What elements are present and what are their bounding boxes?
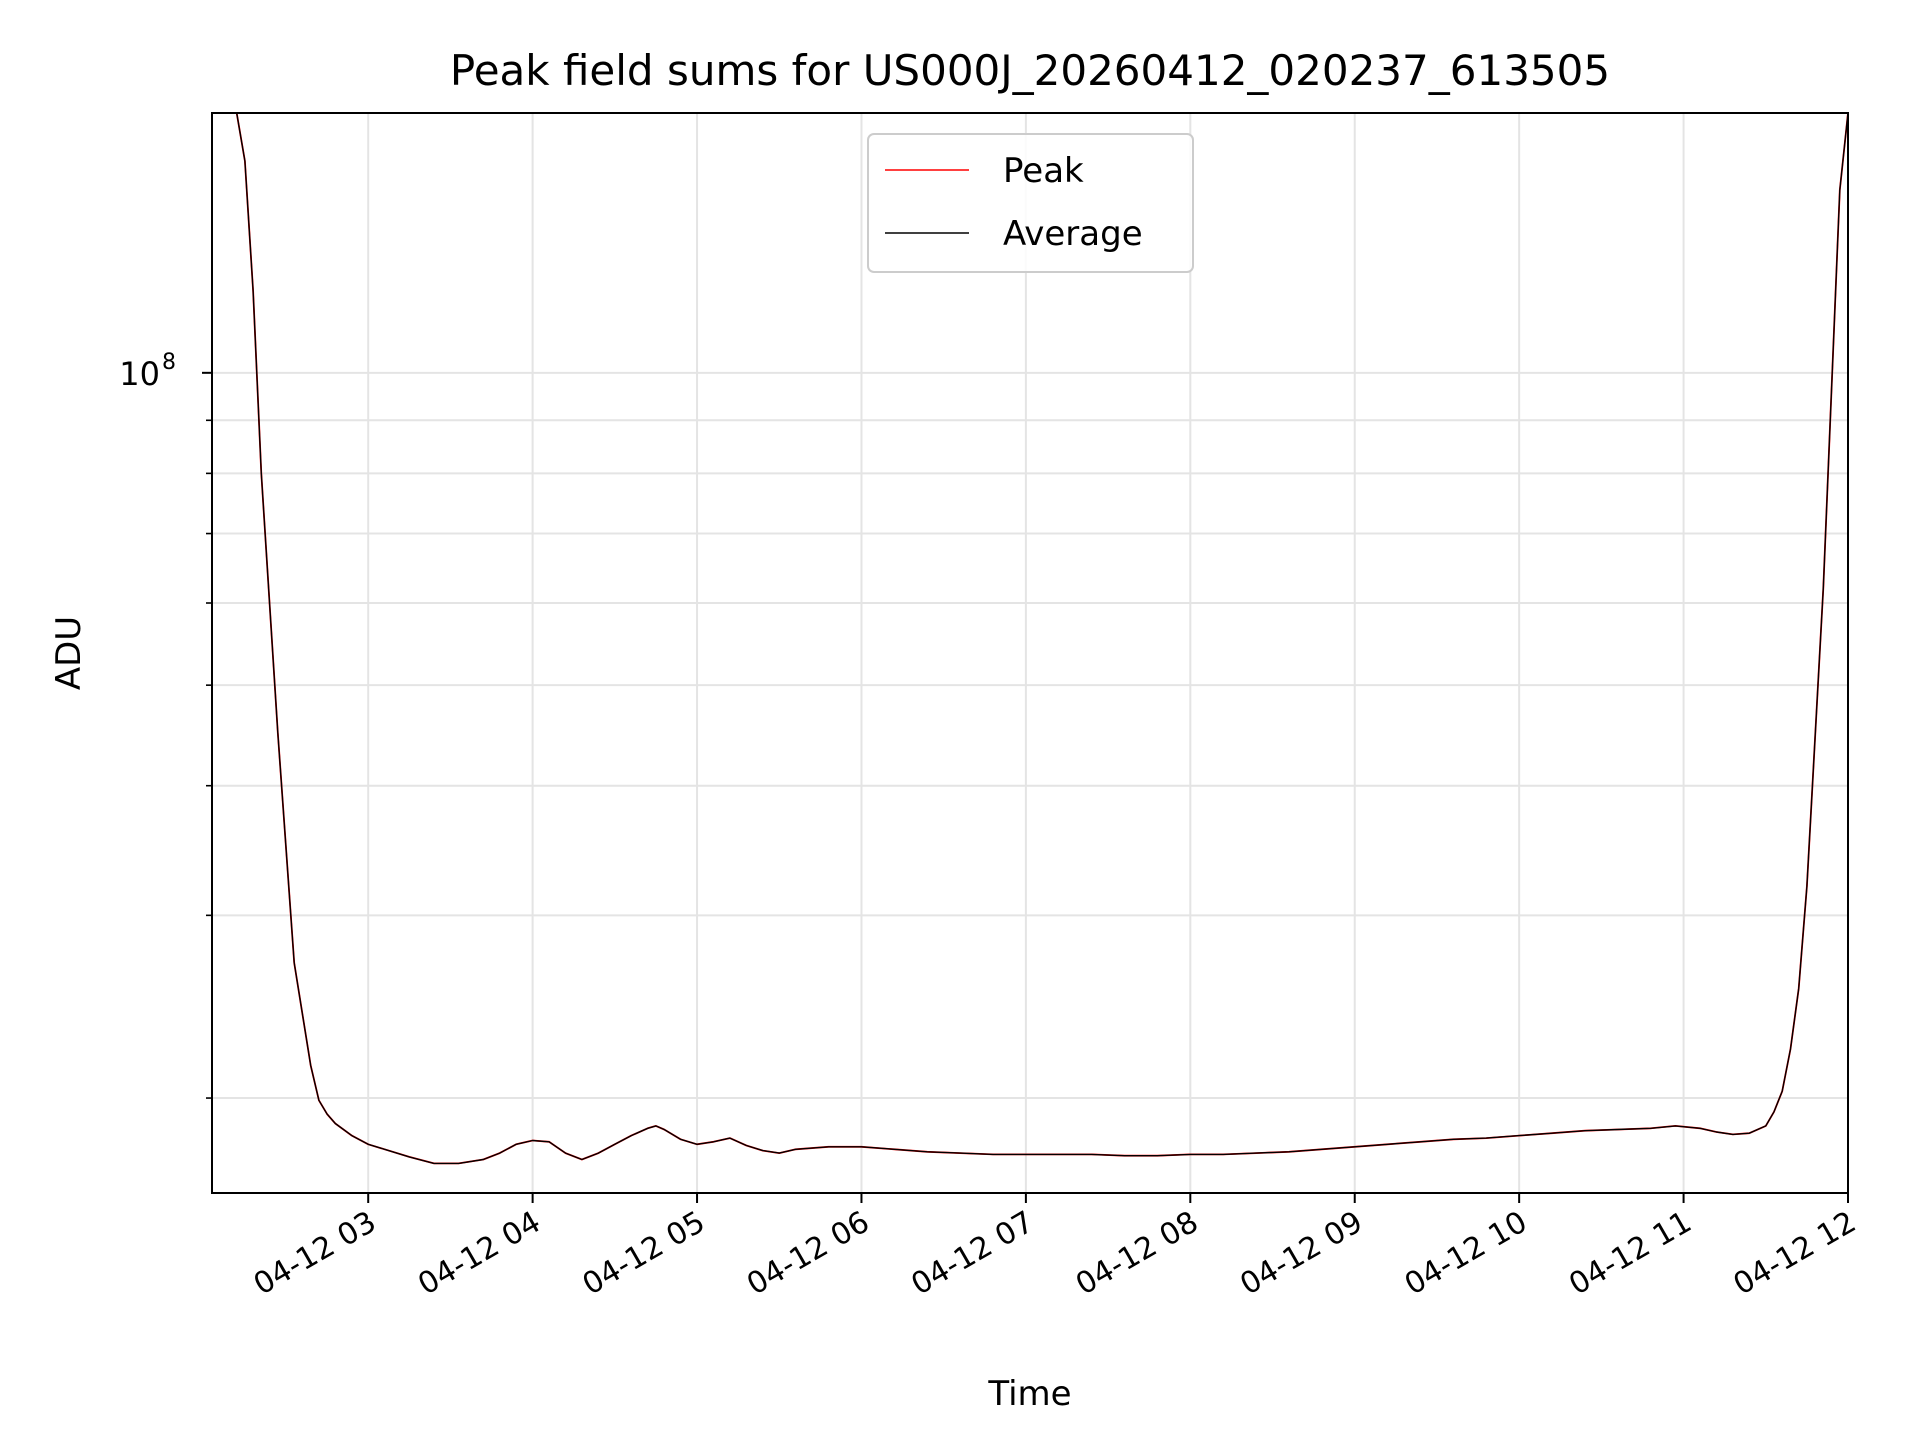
- legend: Peak Average: [867, 133, 1194, 273]
- series-line-average: [212, 113, 1848, 1165]
- y-axis: 10 8: [119, 350, 212, 1099]
- y-tick-label-exponent: 8: [162, 350, 176, 375]
- legend-label-average: Average: [1003, 214, 1143, 254]
- plot-area: [212, 113, 1848, 1165]
- legend-box: [867, 133, 1194, 273]
- axes-frame: [211, 112, 1849, 1194]
- y-tick-label-base: 10: [119, 355, 160, 393]
- chart-title: Peak field sums for US000J_20260412_0202…: [450, 46, 1610, 95]
- legend-label-peak: Peak: [1003, 151, 1084, 191]
- y-axis-label: ADU: [49, 616, 89, 690]
- x-axis-label: Time: [987, 1374, 1071, 1414]
